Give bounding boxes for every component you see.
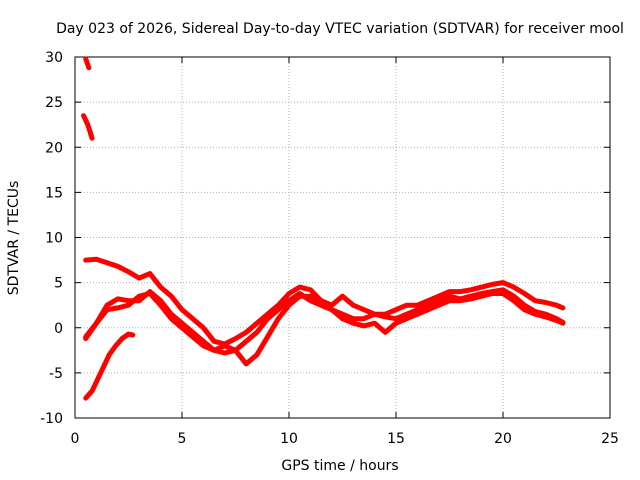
y-tick-label: 15 (45, 185, 63, 201)
x-tick-label: 10 (280, 431, 298, 447)
y-tick-label: 25 (45, 95, 63, 111)
x-tick-label: 15 (387, 431, 405, 447)
x-tick-labels: 0 5 10 15 20 25 (71, 431, 619, 447)
x-tick-label: 5 (178, 431, 187, 447)
tick-marks (74, 56, 611, 419)
chart-title: Day 023 of 2026, Sidereal Day-to-day VTE… (56, 21, 624, 37)
series-line-trace-f (83, 331, 136, 401)
y-tick-label: 0 (54, 321, 63, 337)
x-tick-label: 25 (601, 431, 619, 447)
series-line-trace-c (83, 256, 566, 347)
x-tick-label: 0 (71, 431, 80, 447)
y-tick-label: -5 (49, 366, 63, 382)
y-tick-labels: -10 -5 0 5 10 15 20 25 30 (40, 50, 63, 427)
series-line-trace-e (83, 291, 566, 367)
y-tick-label: 5 (54, 276, 63, 292)
x-tick-label: 20 (494, 431, 512, 447)
series-line-trace-a (83, 56, 92, 71)
y-tick-label: 30 (45, 50, 63, 66)
series-group (81, 56, 566, 401)
x-axis-title: GPS time / hours (281, 458, 398, 474)
y-axis-title: SDTVAR / TECUs (6, 181, 22, 296)
grid (75, 57, 610, 418)
y-tick-label: 20 (45, 140, 63, 156)
series-line-trace-b (81, 113, 95, 141)
y-tick-label: 10 (45, 231, 63, 247)
y-tick-label: -10 (40, 411, 63, 427)
